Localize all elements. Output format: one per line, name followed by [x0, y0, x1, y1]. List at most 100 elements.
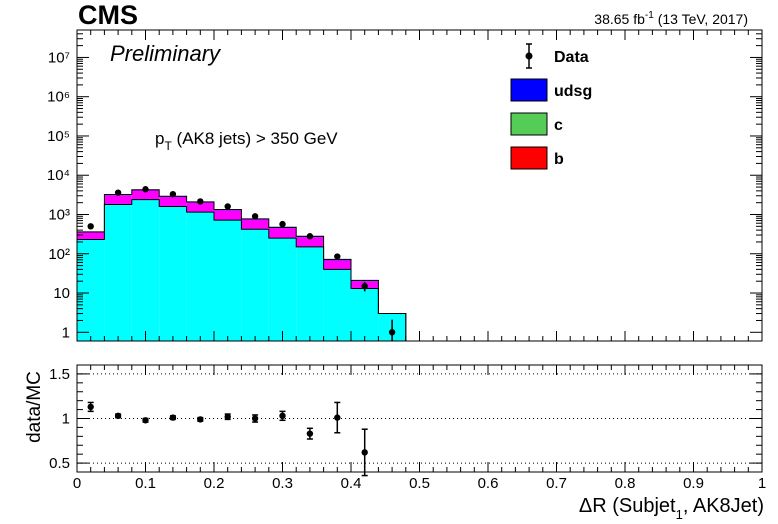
ratio-point [114, 412, 122, 420]
ratio-point [361, 449, 368, 456]
x-tick-label: 0.5 [409, 475, 430, 492]
x-axis-label-rest: , AK8Jet) [683, 495, 764, 517]
ratio-point [224, 413, 231, 420]
pt-symbol: p [155, 129, 164, 148]
pt-cut-label: pT (AK8 jets) > 350 GeV [155, 129, 338, 153]
ratio-point [334, 414, 341, 421]
main-axes: 1 10 10² 10³ 10⁴ 10⁵ 10⁶ 10⁷ [47, 29, 763, 341]
x-tick-label: 1 [758, 475, 766, 492]
lumi-rest: (13 TeV, 2017) [654, 11, 748, 27]
stack-bar-magenta [131, 190, 160, 200]
lumi-exponent: -1 [645, 10, 654, 21]
legend-data-marker [525, 52, 533, 60]
y-tick-label: 10⁶ [47, 89, 70, 106]
legend-label: b [554, 151, 564, 168]
ratio-point [87, 403, 94, 411]
ratio-reference-lines [77, 373, 762, 464]
stacked-histogram [76, 189, 407, 341]
stack-cyan [77, 199, 406, 341]
stack-bar-cyan [186, 212, 214, 341]
x-tick-label: 0.3 [272, 475, 293, 492]
ratio-axes: 0.5 1 1.5 0 0.1 0.2 0.3 0.4 0.5 0.6 0.7 0.8 0.9 1 [49, 365, 766, 492]
x-tick-label: 0.7 [546, 475, 567, 492]
pt-rest: (AK8 jets) > 350 GeV [172, 129, 338, 148]
data-point [169, 190, 177, 198]
data-point [197, 198, 204, 205]
data-point [306, 233, 314, 240]
stack-bar-magenta [241, 219, 269, 230]
stack-bar-magenta [268, 228, 297, 239]
data-points [87, 186, 396, 341]
x-axis-label: ΔR (Subjet1, AK8Jet) [579, 495, 764, 522]
x-axis-label-main: ΔR (Subjet [579, 495, 676, 517]
data-point [87, 223, 94, 230]
legend: Data udsg cb [510, 43, 592, 170]
y-tick-label: 10³ [48, 206, 70, 223]
data-point [114, 189, 122, 196]
stack-bar-magenta [296, 237, 324, 247]
stack-bar-cyan [323, 269, 351, 341]
stack-bar-cyan [104, 204, 132, 341]
stack-bar-cyan [77, 239, 105, 341]
x-tick-label: 0.1 [135, 475, 156, 492]
legend-label: udsg [554, 83, 592, 100]
data-point [279, 220, 286, 228]
y-tick-label: 1 [62, 324, 70, 341]
ratio-y-tick-label: 1 [62, 411, 70, 428]
x-tick-label: 0.6 [478, 475, 499, 492]
stack-bar-cyan [351, 288, 379, 341]
ratio-y-axis-label: data/MC [24, 371, 45, 443]
stack-bar-cyan [241, 229, 269, 341]
stack-bar-magenta [214, 210, 242, 221]
stack-bar-cyan [159, 206, 187, 341]
ratio-y-tick-label: 0.5 [49, 455, 70, 472]
luminosity-label: 38.65 fb-1 (13 TeV, 2017) [594, 10, 748, 27]
x-tick-label: 0.8 [615, 475, 636, 492]
ratio-point [306, 430, 314, 437]
pt-subscript: T [164, 139, 172, 153]
y-tick-label: 10² [48, 246, 70, 263]
legend-swatch-udsg [510, 78, 548, 102]
stack-bar-magenta [159, 196, 187, 207]
stack-bar-magenta [186, 202, 214, 213]
ratio-point [197, 416, 204, 423]
ratio-point [251, 415, 259, 422]
data-point [361, 282, 368, 290]
ratio-point [279, 412, 286, 420]
experiment-label: CMS [78, 0, 138, 30]
data-point [251, 213, 259, 220]
ratio-points [87, 401, 368, 477]
x-tick-label: 0.9 [683, 475, 704, 492]
stack-bar-magenta [104, 195, 132, 205]
stack-bar-cyan [214, 220, 242, 341]
ratio-y-tick-label: 1.5 [49, 366, 70, 383]
cyan-outline [76, 199, 407, 341]
status-label: Preliminary [110, 41, 222, 66]
ratio-point [169, 414, 177, 421]
stack-bar-magenta [77, 232, 105, 240]
data-point [388, 329, 396, 336]
ratio-plot-frame [76, 364, 763, 473]
legend-label: c [554, 117, 563, 134]
legend-swatch-b [510, 146, 548, 170]
total-outline [76, 189, 407, 341]
y-tick-label: 10⁵ [47, 128, 70, 145]
y-tick-label: 10⁴ [47, 167, 70, 184]
data-point [142, 186, 149, 193]
lumi-value: 38.65 fb [594, 11, 645, 27]
legend-label: Data [554, 49, 589, 66]
x-tick-label: 0.2 [204, 475, 225, 492]
stack-bar-cyan [268, 238, 297, 341]
x-tick-label: 0.4 [341, 475, 362, 492]
x-tick-label: 0 [73, 475, 81, 492]
y-tick-label: 10⁷ [48, 49, 70, 66]
stack-bar-cyan [131, 199, 160, 341]
stack-bar-cyan [296, 246, 324, 341]
x-axis-label-sub: 1 [676, 507, 683, 522]
data-point [224, 203, 231, 210]
y-tick-label: 10 [53, 285, 70, 302]
data-point [334, 253, 341, 260]
stack-bar-magenta [323, 260, 351, 270]
ratio-point [142, 417, 149, 424]
